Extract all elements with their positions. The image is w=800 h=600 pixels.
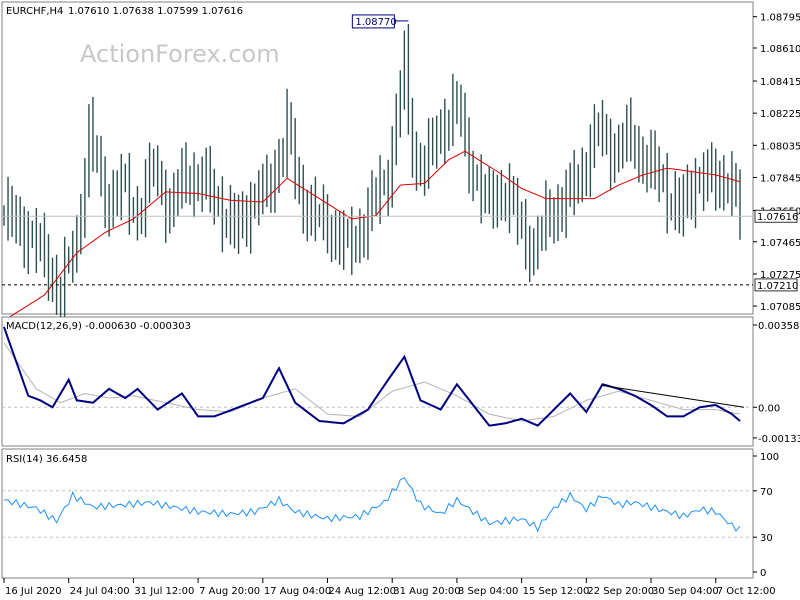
macd-panel: MACD(12,26,9) -0.000630 -0.000303 [1, 316, 754, 447]
price-axis-label: 1.08035 [760, 141, 800, 152]
support-price-tag: 1.07210 [754, 278, 798, 292]
current-price-tag: 1.07616 [754, 209, 798, 223]
rsi-axis: 100 70 30 0 [753, 452, 779, 579]
rsi-title: RSI(14) 36.6458 [6, 454, 87, 465]
time-axis-label: 17 Aug 04:00 [264, 586, 331, 597]
price-axis-label: 1.08795 [760, 13, 800, 24]
peak-tag: 1.08770 [351, 14, 409, 29]
support-price-label: 1.07210 [757, 281, 798, 292]
macd-title: MACD(12,26,9) -0.000630 -0.000303 [6, 321, 191, 332]
price-axis-label: 1.07275 [760, 270, 800, 281]
price-axis-label: 1.07085 [760, 302, 800, 313]
time-axis-label: 24 Jul 04:00 [70, 586, 130, 597]
current-price-label: 1.07616 [757, 212, 798, 223]
macd-axis-label: 0.00 [758, 403, 780, 414]
time-axis-label: 22 Sep 20:00 [587, 586, 654, 597]
price-bars [3, 24, 741, 328]
watermark: ActionForex.com [80, 40, 280, 68]
symbol-label: EURCHF,H4 [6, 6, 63, 17]
price-axis-label: 1.08225 [760, 109, 800, 120]
price-axis-label: 1.08610 [760, 44, 800, 55]
time-axis: 16 Jul 2020 24 Jul 04:00 31 Jul 12:00 7 Aug… [3, 578, 776, 597]
price-panel: ActionForex.com EURCHF,H4 1.07610 1.0763… [1, 1, 754, 328]
rsi-axis-label: 70 [760, 487, 773, 498]
rsi-axis-label: 100 [760, 452, 779, 463]
time-axis-label: 15 Sep 12:00 [523, 586, 590, 597]
rsi-axis-label: 30 [760, 533, 773, 544]
ohlc-readout: 1.07610 1.07638 1.07599 1.07616 [68, 6, 243, 17]
time-axis-label: 7 Aug 20:00 [199, 586, 260, 597]
price-axis-label: 1.07845 [760, 173, 800, 184]
price-axis-label: 1.07465 [760, 238, 800, 249]
time-axis-label: 30 Sep 04:00 [652, 586, 719, 597]
macd-axis-label: -0.001335 [758, 434, 800, 445]
time-axis-label: 31 Aug 20:00 [393, 586, 460, 597]
time-axis-label: 8 Sep 04:00 [458, 586, 518, 597]
macd-downtrend-line [602, 384, 745, 408]
macd-main-line [3, 326, 741, 427]
time-axis-label: 24 Aug 12:00 [329, 586, 396, 597]
macd-axis: 0.003584 0.00 -0.001335 [753, 321, 800, 445]
rsi-line [3, 477, 741, 533]
price-axis-label: 1.08415 [760, 77, 800, 88]
time-axis-label: 31 Jul 12:00 [134, 586, 194, 597]
rsi-axis-label: 0 [760, 568, 766, 579]
time-axis-label: 16 Jul 2020 [5, 586, 62, 597]
macd-axis-label: 0.003584 [758, 321, 800, 332]
rsi-panel: RSI(14) 36.6458 [1, 448, 754, 579]
time-axis-label: 7 Oct 12:00 [717, 586, 776, 597]
peak-label: 1.08770 [355, 17, 396, 28]
